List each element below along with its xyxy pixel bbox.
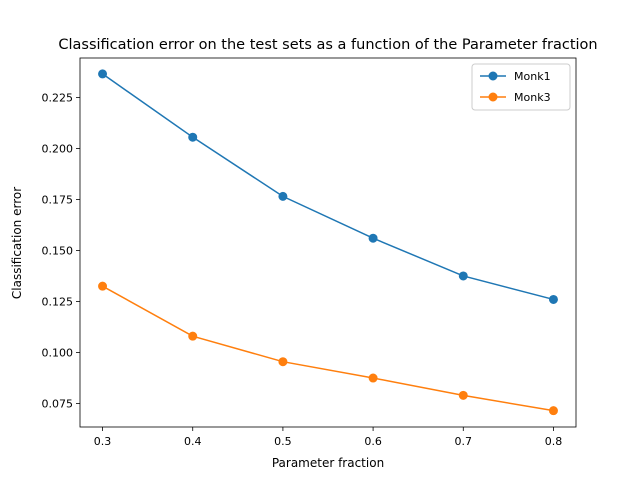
series-monk1 bbox=[98, 69, 558, 304]
chart-title: Classification error on the test sets as… bbox=[58, 37, 597, 53]
legend-item: Monk1 bbox=[480, 70, 551, 83]
y-tick-label: 0.200 bbox=[42, 142, 74, 155]
series-line bbox=[102, 285, 554, 412]
y-tick-label: 0.075 bbox=[42, 398, 74, 411]
data-point bbox=[188, 132, 198, 142]
y-tick-label: 0.225 bbox=[42, 91, 74, 104]
data-point bbox=[458, 271, 468, 281]
x-axis: 0.3 0.4 0.5 0.6 0.7 0.8 bbox=[94, 427, 562, 448]
data-point bbox=[98, 69, 108, 79]
y-axis: 0.075 0.100 0.125 0.150 0.175 0.200 0.225 bbox=[42, 91, 80, 411]
data-point bbox=[98, 281, 108, 291]
series-monk3 bbox=[98, 281, 558, 416]
legend-marker bbox=[488, 71, 498, 81]
x-tick-label: 0.3 bbox=[94, 435, 112, 448]
y-tick-label: 0.175 bbox=[42, 193, 74, 206]
data-point bbox=[548, 406, 558, 416]
y-tick-label: 0.150 bbox=[42, 244, 74, 257]
legend: Monk1 Monk3 bbox=[471, 63, 571, 111]
legend-marker bbox=[488, 92, 498, 102]
legend-label: Monk3 bbox=[514, 91, 551, 104]
x-tick-label: 0.6 bbox=[364, 435, 382, 448]
data-point bbox=[458, 390, 468, 400]
y-tick-label: 0.100 bbox=[42, 347, 74, 360]
x-tick-label: 0.5 bbox=[274, 435, 292, 448]
plot-area: 0.3 0.4 0.5 0.6 0.7 0.80.0750.1000.1250.1500.… bbox=[42, 57, 577, 448]
y-tick-label: 0.125 bbox=[42, 295, 74, 308]
legend-label: Monk1 bbox=[514, 70, 551, 83]
x-tick-label: 0.7 bbox=[455, 435, 473, 448]
data-point bbox=[368, 373, 378, 383]
data-point bbox=[278, 191, 288, 201]
data-point bbox=[188, 331, 198, 341]
data-point bbox=[368, 233, 378, 243]
series-line bbox=[102, 73, 554, 301]
x-tick-label: 0.4 bbox=[184, 435, 202, 448]
x-axis-label: Parameter fraction bbox=[272, 456, 384, 470]
y-axis-label: Classification error bbox=[10, 187, 24, 299]
data-point bbox=[548, 294, 558, 304]
data-point bbox=[278, 357, 288, 367]
x-tick-label: 0.8 bbox=[545, 435, 563, 448]
plot-frame bbox=[79, 57, 577, 428]
legend-item: Monk3 bbox=[480, 91, 551, 104]
